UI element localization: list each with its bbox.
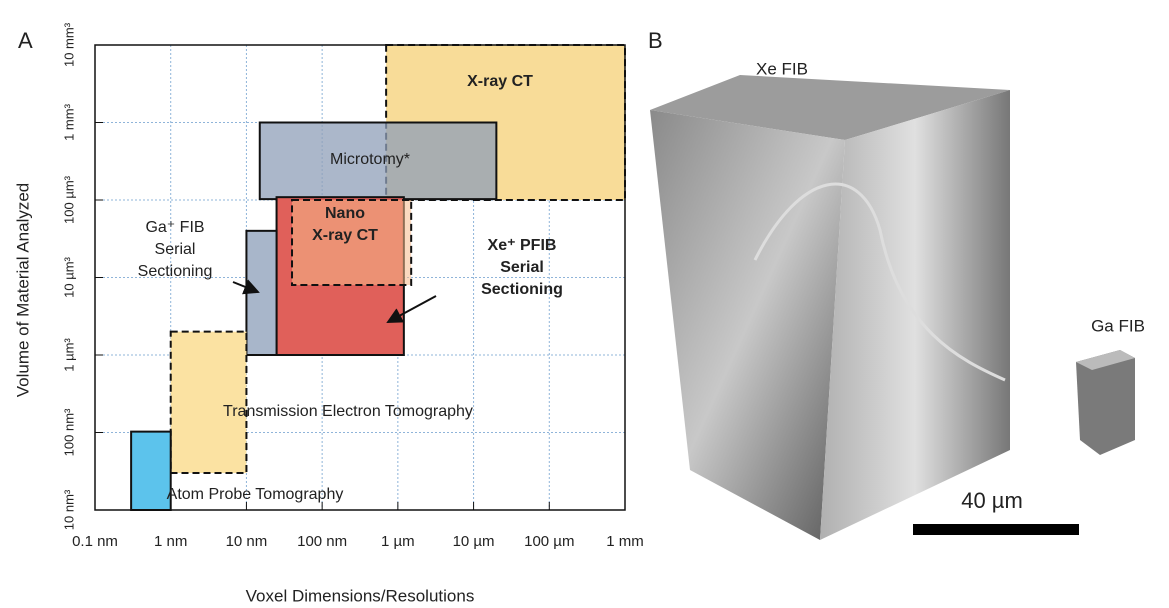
x-tick-label: 1 mm — [606, 533, 644, 550]
region-label: Atom Probe Tomography — [167, 486, 344, 503]
x-axis-label: Voxel Dimensions/Resolutions — [246, 586, 475, 605]
region-label: Sectioning — [481, 281, 563, 298]
y-tick-label: 1 mm³ — [61, 103, 76, 141]
page: A B Voxel Dimensions/Resolutions Volume … — [0, 0, 1169, 608]
region-label: Transmission Electron Tomography — [223, 403, 473, 420]
plot: 0.1 nm 1 nm 10 nm 100 nm 1 µm 10 µm 100 µm 1 mm… — [61, 22, 643, 550]
x-tick-label: 10 µm — [453, 533, 495, 550]
x-tick-label: 1 µm — [381, 533, 415, 550]
region-label: Ga⁺ FIB — [145, 219, 204, 236]
region-label: Serial — [155, 241, 196, 258]
region — [131, 432, 171, 510]
x-tick-label: 100 µm — [524, 533, 574, 550]
region-label: X-ray CT — [312, 227, 378, 244]
x-tick-label: 1 nm — [154, 533, 187, 550]
panel-label: A — [18, 28, 33, 53]
y-tick-label: 1 µm³ — [61, 338, 76, 372]
image-label: Ga FIB — [1091, 316, 1145, 335]
figure: A B Voxel Dimensions/Resolutions Volume … — [0, 0, 1169, 608]
region-label: Serial — [500, 259, 544, 276]
y-axis-label: Volume of Material Analyzed — [13, 183, 32, 398]
y-tick-label: 100 µm³ — [61, 175, 76, 224]
y-tick-label: 10 nm³ — [61, 489, 76, 530]
x-tick-label: 10 nm — [226, 533, 268, 550]
region-label: Xe⁺ PFIB — [488, 237, 557, 254]
scale-bar — [913, 524, 1079, 535]
cube-front — [650, 110, 845, 540]
region-label: Sectioning — [138, 263, 213, 280]
x-tick-label: 100 nm — [297, 533, 347, 550]
y-tick-label: 10 mm³ — [61, 22, 76, 67]
y-tick-label: 100 nm³ — [61, 408, 76, 456]
region-label: X-ray CT — [467, 73, 533, 90]
scale-bar-label: 40 µm — [961, 488, 1023, 513]
region-label: Nano — [325, 205, 365, 222]
y-tick-label: 10 µm³ — [61, 256, 76, 297]
x-tick-label: 0.1 nm — [72, 533, 118, 550]
image-label: Xe FIB — [756, 59, 808, 78]
panel-label: B — [648, 28, 663, 53]
region — [246, 231, 276, 355]
region-label: Microtomy* — [330, 151, 410, 168]
